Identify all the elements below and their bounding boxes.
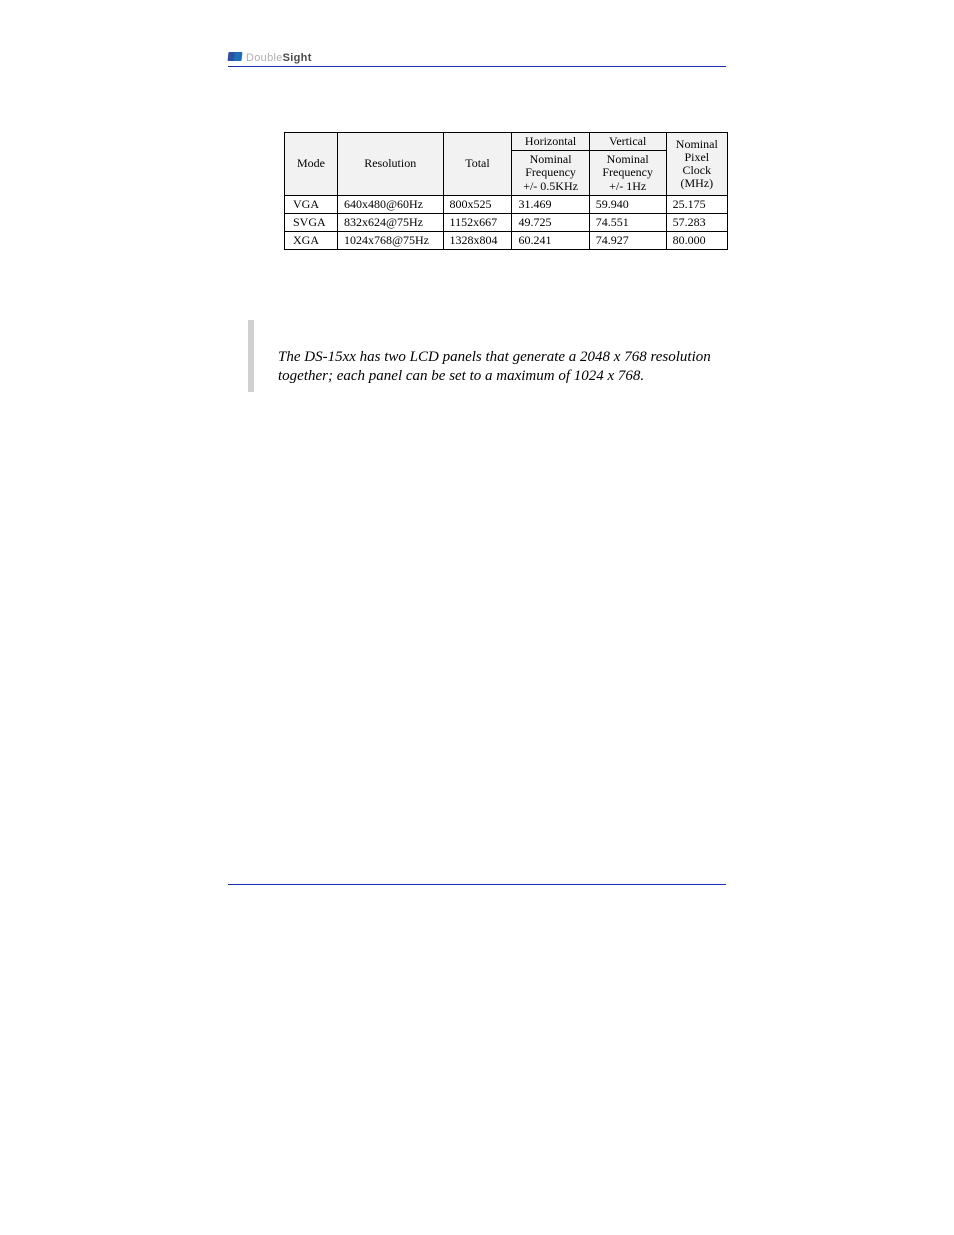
cell-horiz: 60.241 — [512, 232, 589, 250]
cell-resolution: 832x624@75Hz — [337, 213, 443, 231]
cell-total: 1328x804 — [443, 232, 512, 250]
logo-icon — [228, 52, 243, 61]
cell-mode: XGA — [285, 232, 338, 250]
mode-table-wrap: Mode Resolution Total Horizontal Vertica… — [284, 132, 728, 250]
cell-horiz: 31.469 — [512, 195, 589, 213]
cell-horiz: 49.725 — [512, 213, 589, 231]
cell-total: 1152x667 — [443, 213, 512, 231]
cell-total: 800x525 — [443, 195, 512, 213]
mode-table: Mode Resolution Total Horizontal Vertica… — [284, 132, 728, 250]
cell-resolution: 640x480@60Hz — [337, 195, 443, 213]
cell-vert: 74.927 — [589, 232, 666, 250]
page-header: DoubleSight — [228, 48, 728, 64]
table-row: XGA 1024x768@75Hz 1328x804 60.241 74.927… — [285, 232, 728, 250]
note-text: The DS-15xx has two LCD panels that gene… — [278, 320, 728, 392]
col-resolution: Resolution — [337, 133, 443, 196]
document-page: DoubleSight Mode Resolution Total Horizo… — [0, 0, 954, 1235]
logo-text-part2: Sight — [283, 52, 312, 64]
header-rule — [228, 66, 726, 67]
cell-resolution: 1024x768@75Hz — [337, 232, 443, 250]
cell-vert: 59.940 — [589, 195, 666, 213]
col-total: Total — [443, 133, 512, 196]
col-mode: Mode — [285, 133, 338, 196]
note-sidebar — [248, 320, 254, 392]
cell-mode: SVGA — [285, 213, 338, 231]
col-vert-sub: Nominal Frequency +/- 1Hz — [589, 151, 666, 196]
brand-logo: DoubleSight — [228, 52, 312, 64]
cell-px: 25.175 — [666, 195, 727, 213]
col-pixel-clock: Nominal Pixel Clock (MHz) — [666, 133, 727, 196]
cell-px: 80.000 — [666, 232, 727, 250]
col-horiz-sub: Nominal Frequency +/- 0.5KHz — [512, 151, 589, 196]
table-header-row-1: Mode Resolution Total Horizontal Vertica… — [285, 133, 728, 151]
cell-vert: 74.551 — [589, 213, 666, 231]
table-row: SVGA 832x624@75Hz 1152x667 49.725 74.551… — [285, 213, 728, 231]
col-horizontal: Horizontal — [512, 133, 589, 151]
cell-mode: VGA — [285, 195, 338, 213]
footer-rule — [228, 884, 726, 885]
cell-px: 57.283 — [666, 213, 727, 231]
col-vertical: Vertical — [589, 133, 666, 151]
table-row: VGA 640x480@60Hz 800x525 31.469 59.940 2… — [285, 195, 728, 213]
logo-text-part1: Double — [246, 52, 283, 64]
note-block: The DS-15xx has two LCD panels that gene… — [248, 320, 728, 392]
